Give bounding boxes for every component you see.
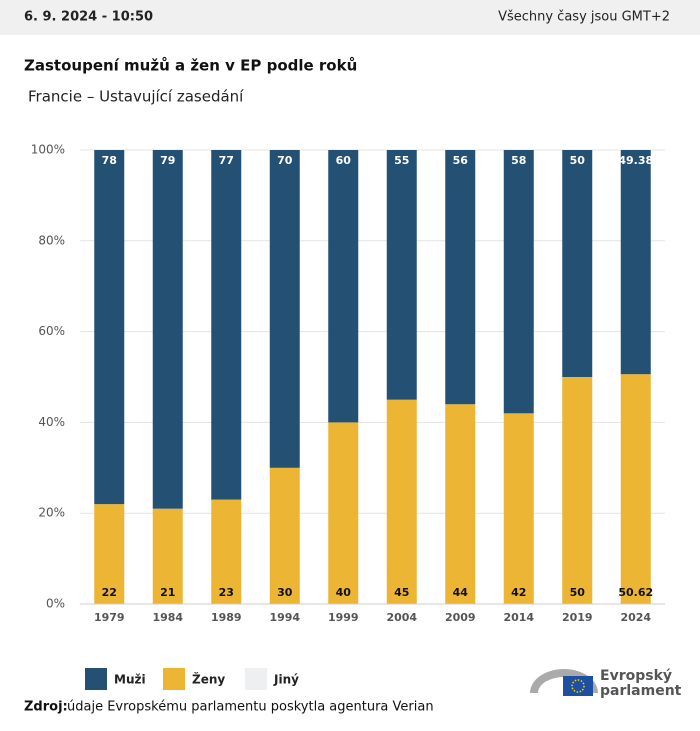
source-text: údaje Evropskému parlamentu poskytla age… bbox=[67, 700, 434, 715]
y-tick-label: 80% bbox=[38, 233, 65, 247]
logo-flag bbox=[563, 676, 593, 696]
legend-label: Ženy bbox=[192, 672, 225, 687]
bar-segment bbox=[562, 377, 593, 604]
value-label: 50.62 bbox=[618, 586, 653, 599]
bar-segment bbox=[269, 150, 300, 468]
logo-stars bbox=[571, 679, 585, 693]
bar-segment bbox=[503, 413, 534, 604]
legend-swatch bbox=[85, 668, 107, 690]
date: 6. 9. 2024 - 10:50 bbox=[24, 10, 153, 25]
legend-swatch bbox=[163, 668, 185, 690]
value-label: 60 bbox=[336, 154, 352, 167]
legend-label: Jiný bbox=[273, 673, 299, 687]
bar-segment bbox=[562, 150, 593, 377]
y-tick-label: 100% bbox=[31, 143, 65, 157]
value-label: 23 bbox=[219, 586, 234, 599]
value-label: 22 bbox=[102, 586, 117, 599]
bar-segment bbox=[386, 150, 417, 400]
value-label: 78 bbox=[102, 154, 117, 167]
bar-segment bbox=[152, 508, 183, 604]
bar-segment bbox=[211, 150, 242, 500]
logo-text: parlament bbox=[600, 683, 682, 699]
x-tick-label: 1994 bbox=[269, 611, 300, 624]
value-label: 50 bbox=[570, 586, 586, 599]
value-label: 44 bbox=[453, 586, 469, 599]
bar-segment bbox=[386, 399, 417, 604]
value-label: 50 bbox=[570, 154, 586, 167]
bar-segment bbox=[445, 404, 476, 604]
bar-segment bbox=[94, 504, 125, 604]
x-tick-label: 1999 bbox=[328, 611, 359, 624]
x-tick-label: 1979 bbox=[94, 611, 125, 624]
value-label: 42 bbox=[511, 586, 526, 599]
x-tick-label: 2019 bbox=[562, 611, 593, 624]
legend-swatch bbox=[245, 668, 267, 690]
bar-segment bbox=[328, 422, 359, 604]
x-tick-label: 1984 bbox=[152, 611, 183, 624]
y-tick-label: 60% bbox=[38, 324, 65, 338]
bar-segment bbox=[269, 467, 300, 604]
value-label: 40 bbox=[336, 586, 352, 599]
x-tick-label: 1989 bbox=[211, 611, 242, 624]
bar-segment bbox=[503, 150, 534, 414]
value-label: 49.38 bbox=[618, 154, 653, 167]
x-tick-label: 2014 bbox=[503, 611, 534, 624]
x-tick-label: 2024 bbox=[620, 611, 651, 624]
value-label: 30 bbox=[277, 586, 293, 599]
bar-segment bbox=[152, 150, 183, 509]
value-label: 70 bbox=[277, 154, 293, 167]
x-tick-label: 2004 bbox=[386, 611, 417, 624]
value-label: 56 bbox=[453, 154, 469, 167]
value-label: 45 bbox=[394, 586, 409, 599]
legend-label: Muži bbox=[114, 673, 146, 687]
bar-segment bbox=[211, 499, 242, 604]
logo-text: Evropský bbox=[600, 668, 672, 684]
value-label: 79 bbox=[160, 154, 175, 167]
value-label: 55 bbox=[394, 154, 409, 167]
y-tick-label: 20% bbox=[38, 506, 65, 520]
source-label: Zdroj: bbox=[24, 700, 68, 715]
value-label: 77 bbox=[219, 154, 234, 167]
chart-title: Zastoupení mužů a žen v EP podle roků bbox=[24, 57, 357, 75]
x-tick-label: 2009 bbox=[445, 611, 476, 624]
bar-segment bbox=[620, 374, 651, 604]
bar-segment bbox=[94, 150, 125, 505]
chart-subtitle: Francie – Ustavující zasedání bbox=[28, 88, 244, 106]
header-bar bbox=[0, 0, 700, 35]
bar-segment bbox=[620, 150, 651, 375]
bar-segment bbox=[328, 150, 359, 423]
value-label: 21 bbox=[160, 586, 175, 599]
timezone: Všechny časy jsou GMT+2 bbox=[498, 10, 670, 25]
y-tick-label: 0% bbox=[46, 597, 65, 611]
value-label: 58 bbox=[511, 154, 526, 167]
bar-segment bbox=[445, 150, 476, 405]
y-tick-label: 40% bbox=[38, 415, 65, 429]
logo: Evropský parlament bbox=[530, 668, 682, 699]
